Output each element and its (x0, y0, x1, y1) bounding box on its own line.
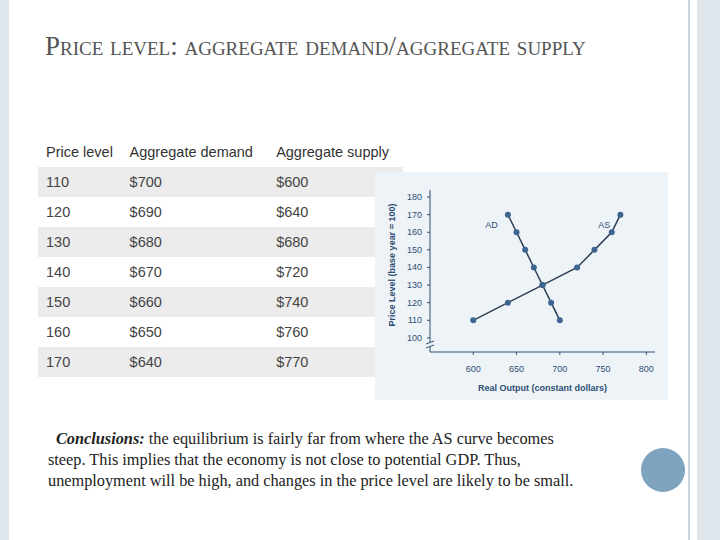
y-tick (427, 214, 430, 215)
chart-background (375, 172, 668, 400)
axis-break-gap (426, 342, 434, 347)
marker (540, 282, 546, 288)
y-tick (427, 197, 430, 198)
right-border (697, 0, 720, 540)
conclusions-label: Conclusions: (56, 429, 145, 448)
x-tick-label: 600 (466, 364, 481, 374)
marker (505, 300, 511, 306)
x-tick-label: 700 (552, 364, 567, 374)
y-tick-label: 120 (407, 298, 422, 308)
marker (609, 229, 615, 235)
series-line (508, 215, 560, 321)
y-tick-label: 160 (407, 227, 422, 237)
table-cell: $640 (122, 347, 269, 377)
title: Price level: aggregate demand/aggregate … (45, 30, 665, 62)
series-label: AS (598, 220, 610, 230)
table-row: 130$680$680 (38, 227, 403, 257)
marker (470, 317, 476, 323)
y-tick (427, 249, 430, 250)
marker (522, 247, 528, 253)
y-tick-label: 180 (407, 192, 422, 202)
table-row: 110$700$600 (38, 167, 403, 197)
table-cell: $690 (122, 197, 269, 227)
marker (514, 229, 520, 235)
chart: 6006507007508001001101201301401501601701… (0, 0, 720, 540)
marker (531, 264, 537, 270)
table-row: 140$670$720 (38, 257, 403, 287)
table-cell: 160 (38, 317, 122, 347)
right-border-line (688, 0, 690, 540)
table-cell: $660 (122, 287, 269, 317)
plot-area (470, 212, 623, 324)
x-tick (516, 352, 517, 355)
table-row: 150$660$740 (38, 287, 403, 317)
y-tick-label: 110 (408, 315, 422, 325)
x-axis (430, 352, 655, 353)
x-axis-label: Real Output (constant dollars) (478, 383, 607, 393)
axis-break (426, 341, 434, 348)
header-cell: Price level (38, 137, 122, 167)
marker (557, 317, 563, 323)
table-cell: $670 (122, 257, 269, 287)
table-header: Price levelAggregate demandAggregate sup… (38, 137, 403, 167)
marker (505, 212, 511, 218)
table-cell: 130 (38, 227, 122, 257)
table-cell: 140 (38, 257, 122, 287)
header-cell: Aggregate supply (268, 137, 403, 167)
x-tick-label: 750 (596, 364, 611, 374)
table-cell: 170 (38, 347, 122, 377)
x-tick-label: 650 (509, 364, 524, 374)
x-tick (473, 352, 474, 355)
marker (540, 282, 546, 288)
y-tick (427, 285, 430, 286)
table-cell: $680 (122, 227, 269, 257)
header-cell: Aggregate demand (122, 137, 269, 167)
table-row: 160$650$760 (38, 317, 403, 347)
left-border (0, 0, 9, 540)
x-tick (559, 352, 560, 355)
table-cell: $650 (122, 317, 269, 347)
deco-circle (641, 448, 685, 492)
table-cell: 150 (38, 287, 122, 317)
y-tick (427, 267, 430, 268)
x-tick (603, 352, 604, 355)
table: Price levelAggregate demandAggregate sup… (38, 137, 403, 377)
marker (574, 264, 580, 270)
y-tick (427, 232, 430, 233)
series-label: AD (485, 220, 498, 230)
table-cell: $700 (122, 167, 269, 197)
y-tick (427, 302, 430, 303)
y-tick-label: 100 (407, 333, 422, 343)
x-tick-label: 800 (639, 364, 654, 374)
conclusions: Conclusions: the equilibrium is fairly f… (48, 428, 593, 491)
y-tick-label: 130 (407, 280, 422, 290)
y-tick (427, 337, 430, 338)
y-axis-label: Price Level (base year = 100) (387, 204, 397, 327)
series-line (473, 215, 620, 321)
y-tick (427, 320, 430, 321)
table-cell: 110 (38, 167, 122, 197)
table-row: 170$640$770 (38, 347, 403, 377)
marker (591, 247, 597, 253)
y-tick-label: 140 (407, 262, 422, 272)
table-row: 120$690$640 (38, 197, 403, 227)
marker (617, 212, 623, 218)
x-tick (646, 352, 647, 355)
y-tick-label: 170 (407, 210, 422, 220)
marker (548, 300, 554, 306)
y-tick-label: 150 (407, 245, 422, 255)
table-cell: 120 (38, 197, 122, 227)
